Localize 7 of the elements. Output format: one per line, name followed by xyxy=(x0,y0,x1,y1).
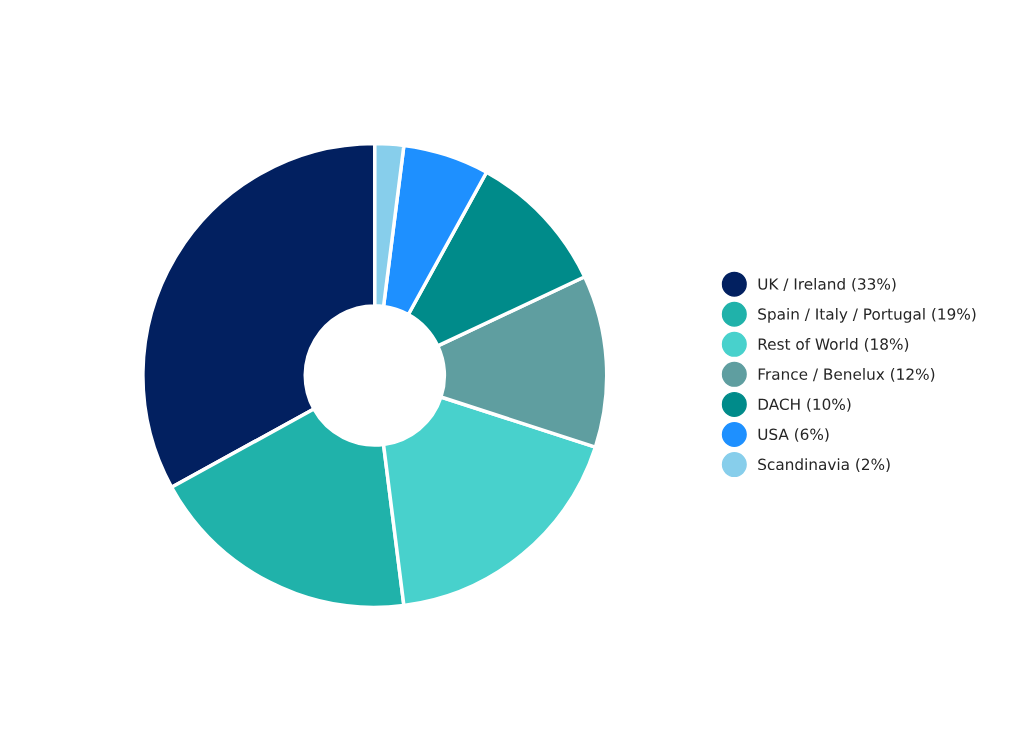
legend-label: USA (6%) xyxy=(758,428,829,442)
legend-label: Spain / Italy / Portugal (19%) xyxy=(758,307,976,323)
legend-label: Scandinavia (2%) xyxy=(758,458,890,472)
legend-label: France / Benelux (12%) xyxy=(758,368,935,382)
legend-label: DACH (10%) xyxy=(758,398,851,412)
legend-label: Rest of World (18%) xyxy=(758,338,909,352)
legend-label: UK / Ireland (33%) xyxy=(758,277,896,292)
